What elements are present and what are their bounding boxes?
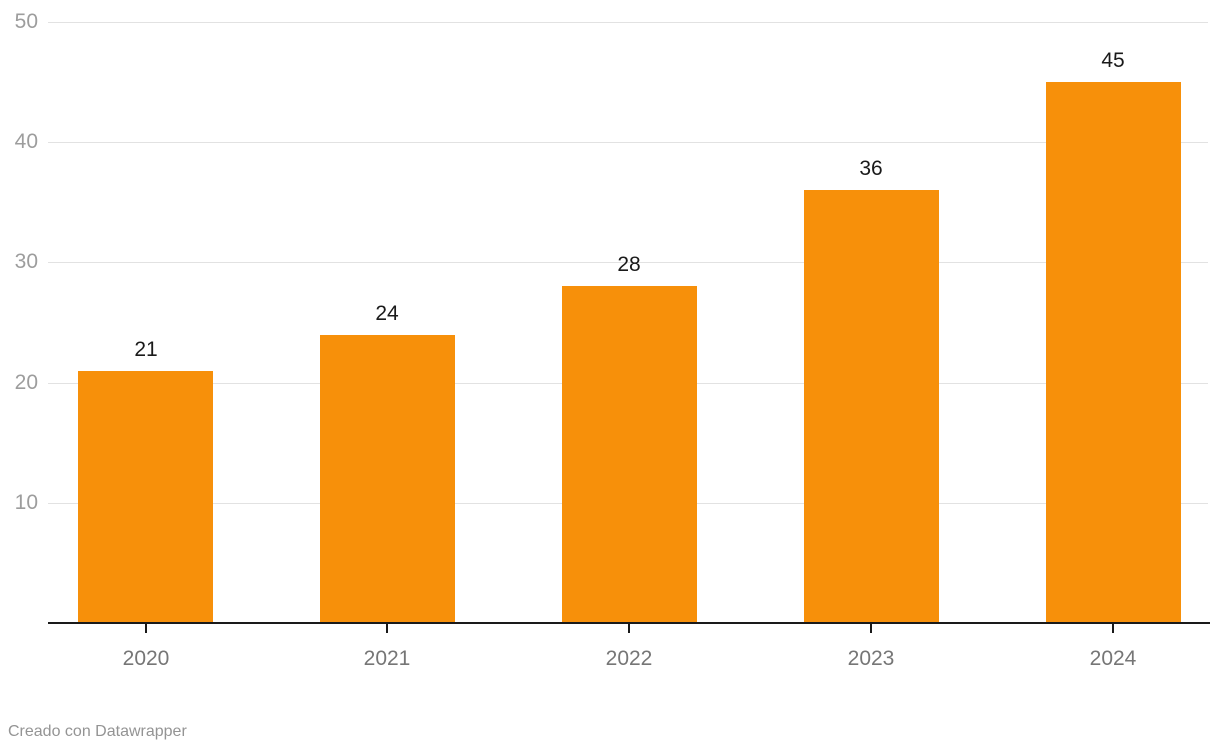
x-tick-label-2024: 2024 (1089, 647, 1137, 670)
x-tick-2024 (1112, 624, 1114, 633)
y-tick-label-10: 10 (14, 491, 38, 514)
gridline-40 (48, 142, 1208, 143)
bar-value-label-2022: 28 (617, 253, 641, 276)
x-tick-label-2022: 2022 (605, 647, 653, 670)
x-tick-label-2023: 2023 (847, 647, 895, 670)
x-tick-label-2021: 2021 (363, 647, 411, 670)
chart-attribution: Creado con Datawrapper (8, 723, 187, 740)
x-axis-line (48, 622, 1210, 624)
bar-2024[interactable] (1046, 82, 1181, 623)
bar-value-label-2024: 45 (1101, 49, 1125, 72)
x-tick-2022 (628, 624, 630, 633)
bar-2022[interactable] (562, 286, 697, 623)
bar-2020[interactable] (78, 371, 213, 623)
x-tick-2021 (386, 624, 388, 633)
x-tick-2023 (870, 624, 872, 633)
gridline-50 (48, 22, 1208, 23)
y-tick-label-50: 50 (14, 10, 38, 33)
bar-value-label-2020: 21 (134, 338, 158, 361)
bar-2021[interactable] (320, 335, 455, 623)
bar-value-label-2023: 36 (859, 157, 883, 180)
bar-2023[interactable] (804, 190, 939, 623)
y-tick-label-40: 40 (14, 130, 38, 153)
y-tick-label-30: 30 (14, 250, 38, 273)
x-tick-label-2020: 2020 (122, 647, 170, 670)
gridline-30 (48, 262, 1208, 263)
y-tick-label-20: 20 (14, 371, 38, 394)
bar-value-label-2021: 24 (375, 302, 399, 325)
x-tick-2020 (145, 624, 147, 633)
